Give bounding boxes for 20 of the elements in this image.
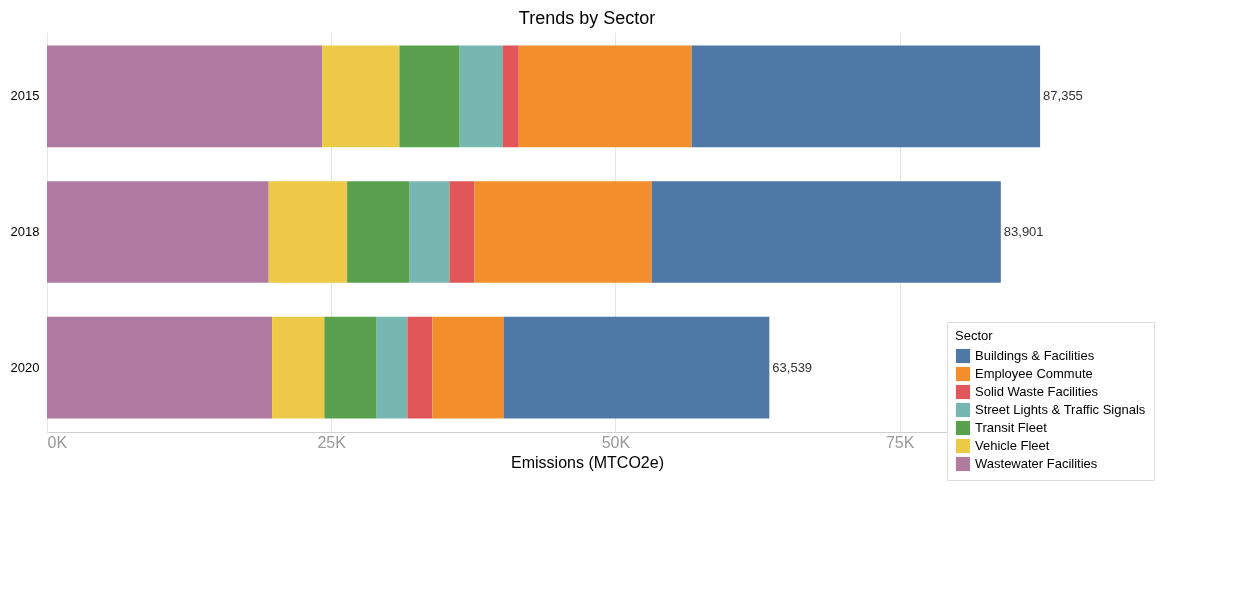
y-tick-label: 2018 bbox=[10, 224, 40, 239]
total-label: 87,355 bbox=[1043, 88, 1083, 104]
legend-label: Vehicle Fleet bbox=[975, 438, 1050, 453]
legend-label: Employee Commute bbox=[975, 366, 1093, 381]
x-tick-label: 25K bbox=[317, 433, 347, 451]
legend-title: Sector bbox=[955, 328, 994, 343]
x-axis-title: Emissions (MTCO2e) bbox=[511, 453, 664, 471]
y-tick-label: 2020 bbox=[10, 359, 40, 375]
legend-label: Transit Fleet bbox=[975, 420, 1048, 435]
total-label: 83,901 bbox=[1003, 224, 1044, 239]
total-label: 63,539 bbox=[772, 359, 813, 375]
chart-title: Trends by Sector bbox=[518, 8, 656, 28]
x-tick-label: 50K bbox=[601, 433, 631, 451]
y-tick-label: 2015 bbox=[10, 88, 40, 104]
legend-label: Street Lights & Traffic Signals bbox=[975, 402, 1146, 417]
x-tick-label: 0K bbox=[47, 433, 68, 451]
legend-label: Solid Waste Facilities bbox=[975, 384, 1099, 399]
legend-label: Buildings & Facilities bbox=[975, 348, 1095, 363]
legend-label: Wastewater Facilities bbox=[975, 456, 1098, 471]
x-tick-label: 75K bbox=[885, 433, 915, 451]
